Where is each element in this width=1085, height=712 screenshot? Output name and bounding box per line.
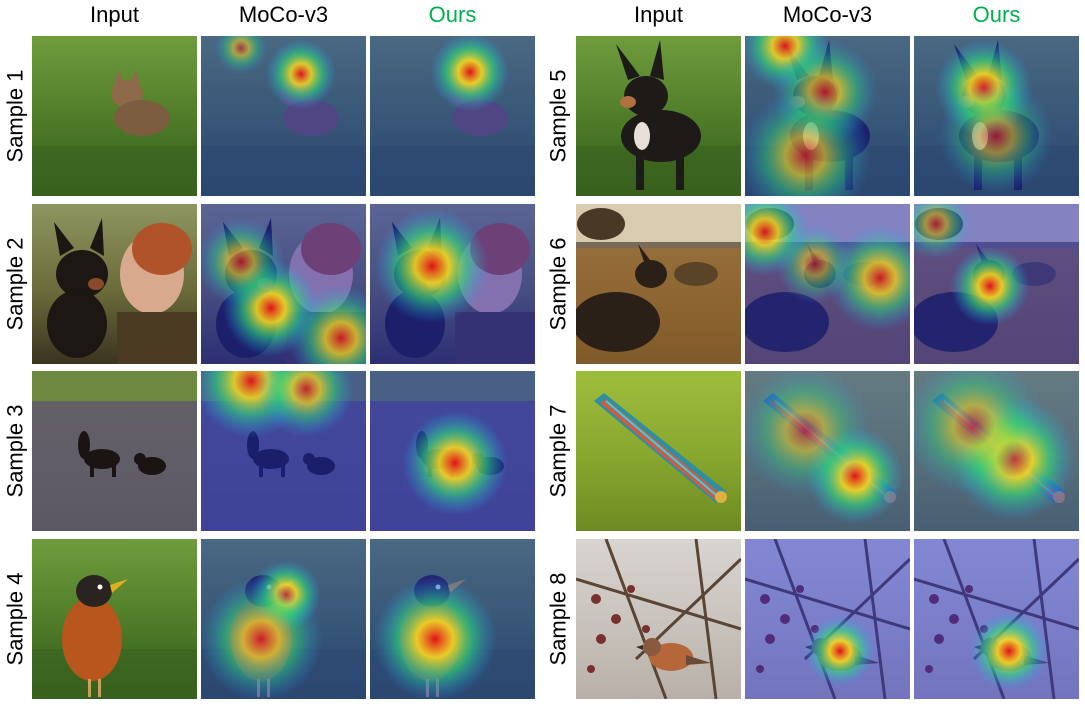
row-label-sample-8: Sample 8 bbox=[545, 572, 571, 666]
sample-6-ours-image bbox=[914, 204, 1079, 364]
sample-1-input-image bbox=[32, 36, 197, 196]
column-header-input-right: Input bbox=[634, 2, 683, 27]
row-label-sample-6: Sample 6 bbox=[545, 237, 571, 331]
sample-2-ours-image bbox=[370, 204, 535, 364]
column-header-moco-left: MoCo-v3 bbox=[238, 2, 329, 27]
sample-5-moco-image bbox=[745, 36, 910, 196]
row-label-sample-7: Sample 7 bbox=[545, 404, 571, 498]
sample-7-ours-image bbox=[914, 371, 1079, 531]
row-label-sample-1: Sample 1 bbox=[2, 69, 28, 163]
sample-1-moco-image bbox=[201, 36, 366, 196]
row-label-sample-2: Sample 2 bbox=[2, 237, 28, 331]
sample-2-moco-image bbox=[201, 204, 366, 364]
column-header-moco-right: MoCo-v3 bbox=[782, 2, 873, 27]
sample-4-moco-image bbox=[201, 539, 366, 699]
sample-2-input-image bbox=[32, 204, 197, 364]
sample-8-input-image bbox=[576, 539, 741, 699]
sample-1-ours-image bbox=[370, 36, 535, 196]
sample-6-input-image bbox=[576, 204, 741, 364]
sample-4-ours-image bbox=[370, 539, 535, 699]
sample-8-ours-image bbox=[914, 539, 1079, 699]
column-header-input-left: Input bbox=[90, 2, 139, 27]
sample-8-moco-image bbox=[745, 539, 910, 699]
row-label-sample-5: Sample 5 bbox=[545, 69, 571, 163]
sample-7-moco-image bbox=[745, 371, 910, 531]
sample-3-input-image bbox=[32, 371, 197, 531]
sample-7-input-image bbox=[576, 371, 741, 531]
column-header-ours-right: Ours bbox=[972, 2, 1021, 27]
sample-5-input-image bbox=[576, 36, 741, 196]
sample-4-input-image bbox=[32, 539, 197, 699]
sample-3-ours-image bbox=[370, 371, 535, 531]
sample-5-ours-image bbox=[914, 36, 1079, 196]
row-label-sample-4: Sample 4 bbox=[2, 572, 28, 666]
sample-3-moco-image bbox=[201, 371, 366, 531]
sample-6-moco-image bbox=[745, 204, 910, 364]
column-header-ours-left: Ours bbox=[428, 2, 477, 27]
row-label-sample-3: Sample 3 bbox=[2, 404, 28, 498]
